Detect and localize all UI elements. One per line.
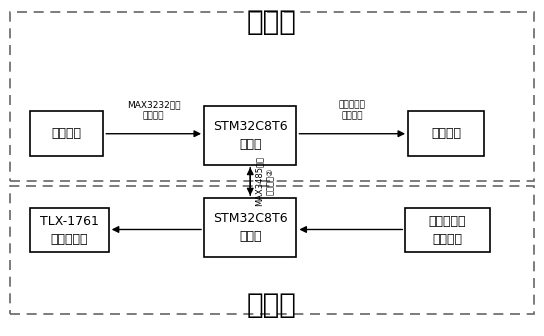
Bar (10, 12, 534, 181)
Bar (10, 186, 534, 314)
Text: MAX3232电平
转换电路: MAX3232电平 转换电路 (127, 100, 180, 120)
Bar (204, 198, 296, 257)
Bar (405, 208, 490, 252)
Text: STM32C8T6
单片机: STM32C8T6 单片机 (213, 120, 288, 151)
Text: 随动端: 随动端 (247, 8, 297, 36)
Bar (408, 111, 484, 156)
Text: 控制端: 控制端 (247, 291, 297, 319)
Text: 电子罗盘: 电子罗盘 (52, 127, 82, 140)
Text: 电子云台: 电子云台 (431, 127, 461, 140)
Text: 可控硅电机
驱动电路: 可控硅电机 驱动电路 (338, 100, 366, 120)
Text: STM32C8T6
单片机: STM32C8T6 单片机 (213, 212, 288, 243)
Bar (204, 106, 296, 165)
Bar (30, 208, 109, 252)
Bar (30, 111, 103, 156)
Text: 旋转编码器
控制电路: 旋转编码器 控制电路 (429, 215, 466, 246)
Text: TLX-1761
液晶显示屏: TLX-1761 液晶显示屏 (40, 215, 99, 246)
Text: MAX3485电平
转换电路②: MAX3485电平 转换电路② (255, 157, 275, 206)
